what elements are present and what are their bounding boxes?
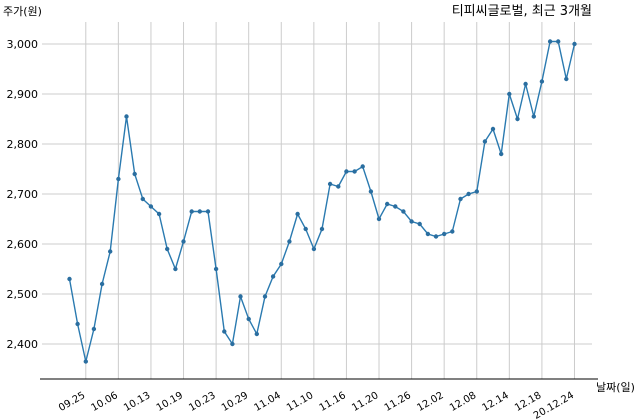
data-point [344,169,349,174]
data-point [83,359,89,364]
y-tick-labels: 2,400 2,500 2,600 2,700 2,800 2,900 3,000 [7,38,39,351]
data-point [319,226,325,232]
x-tick-label: 11.20 [350,390,380,414]
x-tick-label: 09.25 [57,390,87,414]
data-point [539,79,545,84]
data-point [425,231,431,237]
data-point [507,91,512,97]
data-point [148,204,154,209]
data-point [352,169,357,174]
data-point [401,209,406,214]
data-point [116,176,121,182]
data-point [360,164,365,169]
data-point [165,246,170,252]
data-point [523,81,528,87]
data-point [270,274,276,279]
x-tick-label: 11.10 [285,390,315,414]
data-point [409,219,414,224]
data-point [393,204,398,209]
data-point [262,294,268,299]
price-series-markers [67,39,577,364]
price-series-line [68,40,576,362]
y-axis-label: 주가(원) [3,5,42,18]
x-tick-label: 11.26 [383,390,413,414]
data-point [173,266,178,272]
data-point [189,209,194,214]
data-point [499,151,504,157]
x-tick-label: 12.02 [415,390,445,414]
data-point [466,191,471,197]
x-tick-label: 10.13 [122,390,152,414]
horizontal-gridlines [42,43,592,345]
data-point [140,196,145,202]
data-point [75,321,80,327]
data-point [564,76,569,82]
data-point [376,216,382,222]
data-point [433,234,439,239]
y-tick-label: 2,600 [7,238,39,251]
data-point [230,341,235,347]
data-point [442,231,447,237]
data-point [295,211,300,217]
data-point [572,41,577,47]
data-point [303,226,308,232]
chart-title: 티피씨글로벌, 최근 3개월 [452,4,592,19]
data-point [254,331,259,337]
data-point [181,239,186,244]
data-point [91,326,97,332]
data-point [132,171,137,177]
x-tick-label: 10.23 [187,390,217,414]
data-point [458,196,463,202]
data-point [336,184,341,189]
data-point [327,181,333,187]
data-point [279,261,284,267]
data-point [205,209,211,214]
y-tick-label: 2,800 [7,138,39,151]
x-tick-labels: 09.25 10.06 10.13 10.19 10.23 10.29 11.04 11.10… [57,390,576,419]
x-tick-label: 12.14 [481,390,511,414]
y-tick-label: 2,500 [7,288,39,301]
data-point [156,211,162,217]
data-point [385,201,390,207]
x-tick-label: 10.06 [90,390,120,414]
data-point [108,249,113,254]
y-tick-label: 2,400 [7,338,39,351]
data-point [417,221,422,227]
x-tick-label: 12.08 [448,390,478,414]
data-point [547,39,553,44]
data-point [311,246,317,252]
data-point [222,329,227,334]
data-point [213,266,219,272]
y-tick-label: 2,900 [7,88,39,101]
data-point [99,281,105,287]
x-tick-label: 11.04 [252,390,282,414]
data-point [287,239,292,244]
vertical-gridlines [85,22,575,379]
x-tick-label: 10.19 [155,390,185,414]
data-point [556,39,561,44]
data-point [490,126,496,132]
x-tick-label: 10.29 [220,390,250,414]
x-axis-label: 날짜(일) [596,380,635,394]
data-point [368,189,374,194]
data-point [531,114,536,119]
y-tick-label: 3,000 [7,38,39,51]
data-point [474,189,479,194]
data-point [197,209,202,214]
x-tick-label: 11.16 [318,390,348,414]
data-point [515,116,520,122]
data-point [482,139,488,144]
data-point [246,316,251,322]
data-point [67,276,72,282]
data-point [238,294,243,299]
data-point [450,229,455,234]
data-point [124,114,129,119]
y-tick-label: 2,700 [7,188,39,201]
